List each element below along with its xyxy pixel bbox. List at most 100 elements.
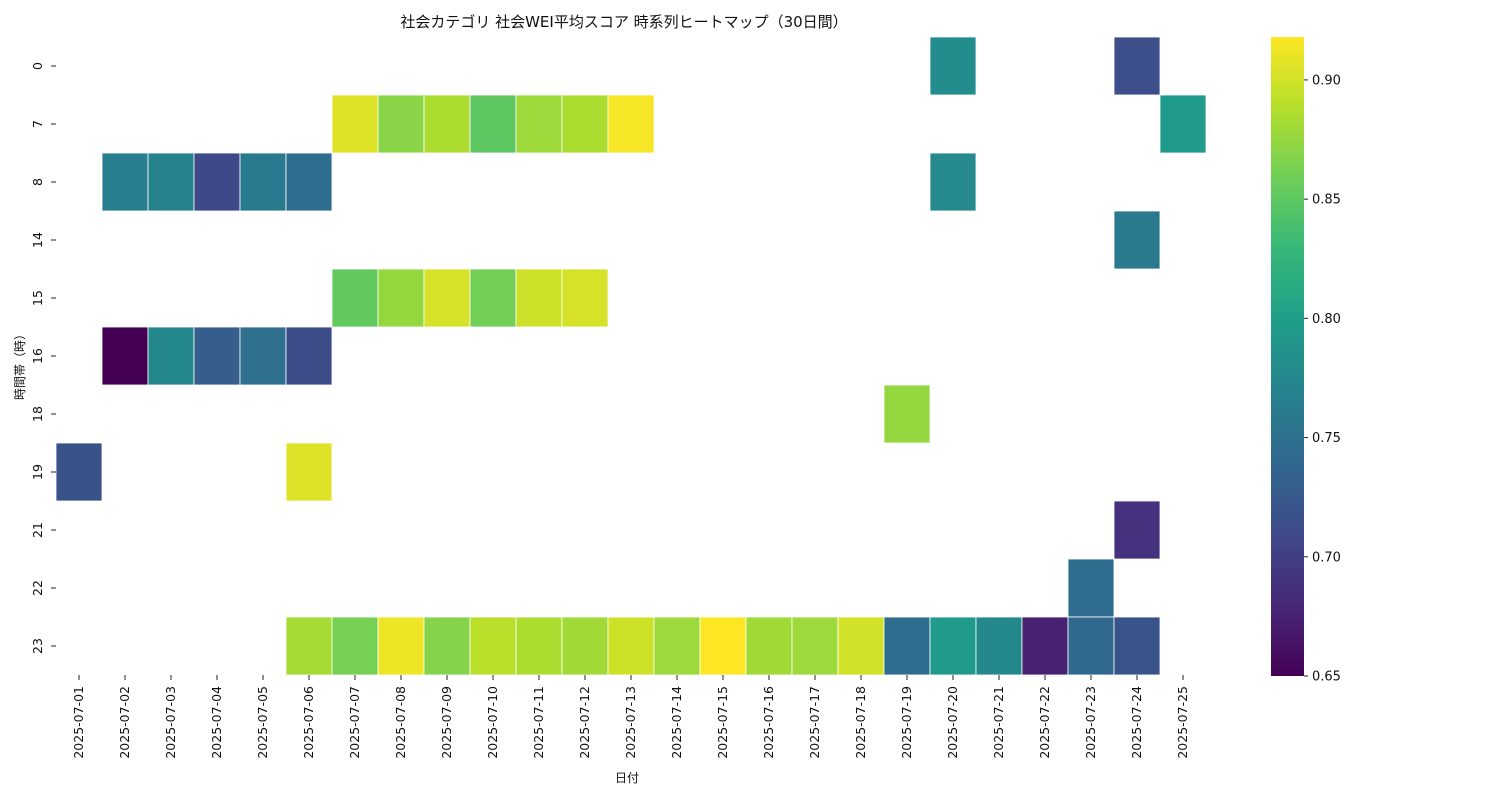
- x-tick-label: 2025-07-13: [623, 686, 638, 759]
- y-tick-label: 8: [30, 178, 45, 186]
- heatmap-cell: [1113, 36, 1161, 96]
- chart-title: 社会カテゴリ 社会WEI平均スコア 時系列ヒートマップ（30日間）: [400, 13, 847, 31]
- colorbar-tick-label: 0.75: [1312, 431, 1341, 446]
- x-tick-label: 2025-07-01: [71, 686, 86, 759]
- colorbar: [1271, 37, 1304, 676]
- x-axis-label: 日付: [615, 771, 639, 785]
- heatmap-cell: [239, 152, 287, 212]
- x-tick-label: 2025-07-22: [1037, 686, 1052, 759]
- heatmap-cell: [285, 442, 333, 502]
- heatmap-cell: [469, 616, 517, 676]
- x-tick-label: 2025-07-11: [531, 686, 546, 759]
- heatmap-cell: [331, 268, 379, 328]
- y-tick-label: 16: [30, 348, 45, 364]
- x-tick-label: 2025-07-03: [163, 686, 178, 759]
- heatmap-cell: [331, 616, 379, 676]
- colorbar-tick-label: 0.85: [1312, 193, 1341, 208]
- x-tick-label: 2025-07-12: [577, 686, 592, 759]
- y-tick-label: 7: [30, 120, 45, 128]
- x-tick-label: 2025-07-19: [899, 686, 914, 759]
- heatmap-cell: [423, 616, 471, 676]
- x-axis: 2025-07-01 2025-07-02 2025-07-03 2025-07-04…: [71, 675, 1190, 759]
- x-tick-label: 2025-07-09: [439, 686, 454, 759]
- heatmap-cell: [883, 616, 931, 676]
- heatmap-cell: [699, 616, 747, 676]
- heatmap-cell: [791, 616, 839, 676]
- y-tick-label: 19: [30, 464, 45, 480]
- heatmap-cell: [377, 268, 425, 328]
- y-tick-label: 22: [30, 580, 45, 596]
- heatmap-cell: [561, 616, 609, 676]
- colorbar-tick-label: 0.90: [1312, 73, 1341, 88]
- heatmap-cell: [193, 326, 241, 386]
- y-tick-label: 15: [30, 290, 45, 306]
- x-tick-label: 2025-07-05: [255, 686, 270, 759]
- x-tick-label: 2025-07-06: [301, 686, 316, 759]
- heatmap-cell: [147, 326, 195, 386]
- heatmap-cell: [469, 94, 517, 154]
- x-tick-label: 2025-07-08: [393, 686, 408, 759]
- heatmap-cell: [1113, 500, 1161, 560]
- colorbar-tick-label: 0.65: [1312, 670, 1341, 685]
- heatmap-cell: [1067, 616, 1115, 676]
- heatmap-cell: [883, 384, 931, 444]
- heatmap-cell: [331, 94, 379, 154]
- heatmap-cell: [377, 616, 425, 676]
- heatmap-cell: [239, 326, 287, 386]
- y-tick-label: 0: [30, 62, 45, 70]
- heatmap-cell: [607, 94, 655, 154]
- x-tick-label: 2025-07-17: [807, 686, 822, 759]
- heatmap-cell: [561, 94, 609, 154]
- y-tick-label: 21: [30, 522, 45, 538]
- heatmap-cell: [101, 326, 149, 386]
- heatmap-cell: [285, 326, 333, 386]
- x-tick-label: 2025-07-18: [853, 686, 868, 759]
- y-tick-label: 18: [30, 406, 45, 422]
- x-tick-label: 2025-07-23: [1083, 686, 1098, 759]
- heatmap-cell: [1159, 94, 1207, 154]
- y-tick-label: 14: [30, 232, 45, 248]
- x-tick-label: 2025-07-15: [715, 686, 730, 759]
- x-tick-label: 2025-07-16: [761, 686, 776, 759]
- heatmap-cell: [101, 152, 149, 212]
- heatmap-cell: [469, 268, 517, 328]
- heatmap-cell: [653, 616, 701, 676]
- heatmap-cell: [929, 36, 977, 96]
- x-tick-label: 2025-07-02: [117, 686, 132, 759]
- heatmap-cell: [377, 94, 425, 154]
- x-tick-label: 2025-07-24: [1129, 686, 1144, 759]
- colorbar-tick-label: 0.70: [1312, 550, 1341, 565]
- heatmap-cell: [423, 268, 471, 328]
- heatmap-cell: [515, 94, 563, 154]
- x-tick-label: 2025-07-14: [669, 686, 684, 759]
- heatmap-cell: [423, 94, 471, 154]
- heatmap-cell: [1021, 616, 1069, 676]
- heatmap-cell: [55, 442, 103, 502]
- x-tick-label: 2025-07-07: [347, 686, 362, 759]
- heatmap-cell: [929, 152, 977, 212]
- colorbar-tick-label: 0.80: [1312, 312, 1341, 327]
- heatmap-cell: [515, 616, 563, 676]
- x-tick-label: 2025-07-21: [991, 686, 1006, 759]
- heatmap-cell: [147, 152, 195, 212]
- x-tick-label: 2025-07-25: [1175, 686, 1190, 759]
- x-tick-label: 2025-07-20: [945, 686, 960, 759]
- heatmap-cell: [1113, 616, 1161, 676]
- heatmap-cell: [1067, 558, 1115, 618]
- heatmap-cell: [837, 616, 885, 676]
- y-tick-label: 23: [30, 638, 45, 654]
- heatmap-cell: [561, 268, 609, 328]
- heatmap-cell: [929, 616, 977, 676]
- heatmap-cell: [975, 616, 1023, 676]
- x-tick-label: 2025-07-04: [209, 686, 224, 759]
- heatmap-cell: [1113, 210, 1161, 270]
- heatmap-cell: [515, 268, 563, 328]
- y-axis-label: 時間帯（時）: [13, 328, 27, 400]
- x-tick-label: 2025-07-10: [485, 686, 500, 759]
- heatmap-cell: [285, 152, 333, 212]
- heatmap-cell: [745, 616, 793, 676]
- heatmap-cell: [607, 616, 655, 676]
- heatmap-cell: [285, 616, 333, 676]
- heatmap-cells: [55, 36, 1207, 676]
